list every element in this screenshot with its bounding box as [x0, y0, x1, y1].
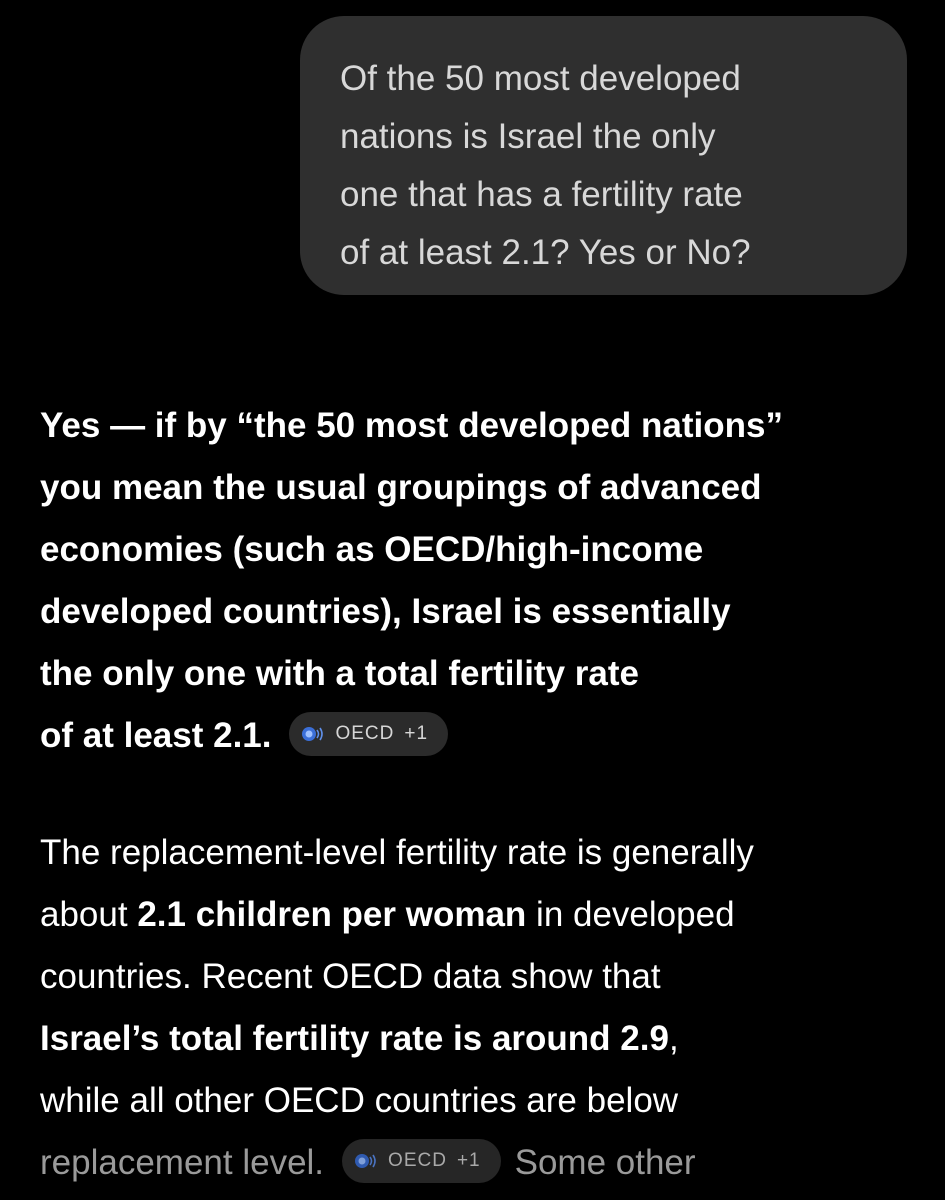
answer-text: in developed: [526, 895, 735, 934]
citation-count: +1: [404, 722, 429, 744]
answer-text: replacement level.: [40, 1143, 325, 1182]
oecd-logo-icon: [302, 726, 324, 741]
user-message-bubble: Of the 50 most developed nations is Isra…: [300, 16, 907, 295]
citation-chip-oecd[interactable]: OECD +1: [289, 711, 449, 756]
answer-line: about 2.1 children per woman in develope…: [40, 884, 920, 946]
answer-text: ,: [668, 1019, 679, 1058]
answer-line: Yes — if by “the 50 most developed natio…: [40, 406, 783, 445]
user-message-line: of at least 2.1? Yes or No?: [340, 233, 751, 272]
citation-label: OECD: [335, 722, 395, 744]
answer-bold-text: 2.1 children per woman: [137, 895, 527, 934]
answer-line: you mean the usual groupings of advanced: [40, 468, 762, 507]
answer-line: Israel’s total fertility rate is around …: [40, 1008, 920, 1070]
answer-paragraph-1: Yes — if by “the 50 most developed natio…: [40, 395, 920, 767]
answer-line: of at least 2.1.: [40, 716, 272, 755]
answer-line: economies (such as OECD/high-income: [40, 530, 704, 569]
answer-line: developed countries), Israel is essentia…: [40, 592, 731, 631]
answer-line: countries. Recent OECD data show that: [40, 957, 661, 996]
assistant-response: Yes — if by “the 50 most developed natio…: [40, 395, 920, 1194]
user-message-line: nations is Israel the only: [340, 117, 716, 156]
answer-text: Some other: [514, 1143, 696, 1182]
answer-text: about: [40, 895, 138, 934]
citation-chip-oecd[interactable]: OECD +1: [342, 1138, 501, 1183]
answer-line: while all other OECD countries are below: [40, 1081, 679, 1120]
citation-count: +1: [456, 1149, 481, 1171]
answer-line-with-citation: replacement level. OECD +1 Some other: [40, 1132, 920, 1194]
answer-bold-text: Israel’s total fertility rate is around …: [40, 1019, 669, 1058]
oecd-logo-icon: [355, 1153, 376, 1168]
citation-label: OECD: [388, 1149, 447, 1171]
user-message-line: Of the 50 most developed: [340, 59, 741, 98]
answer-line-with-citation: of at least 2.1. OECD +1: [40, 705, 920, 767]
answer-paragraph-2: The replacement-level fertility rate is …: [40, 822, 920, 1194]
answer-line: the only one with a total fertility rate: [40, 654, 639, 693]
user-message-line: one that has a fertility rate: [340, 175, 743, 214]
answer-line: The replacement-level fertility rate is …: [40, 833, 754, 872]
